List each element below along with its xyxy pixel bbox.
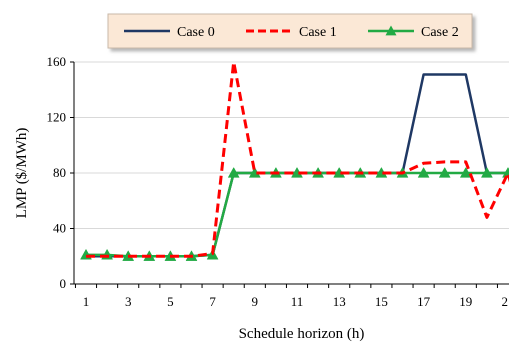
gridlines — [74, 61, 509, 229]
legend-item: Case 2 — [368, 25, 459, 40]
data-point — [480, 166, 493, 178]
x-tick-label: 11 — [291, 294, 304, 309]
x-tick-label: 7 — [209, 294, 216, 309]
x-tick-label: 19 — [459, 294, 472, 309]
legend-label: Case 1 — [299, 25, 337, 40]
series-line — [86, 73, 509, 258]
series-line — [86, 171, 509, 258]
x-tick-label: 15 — [375, 294, 388, 309]
series-case-1 — [86, 60, 509, 258]
legend-item: Case 1 — [246, 25, 337, 40]
x-tick-label: 3 — [125, 294, 132, 309]
data-point — [417, 166, 430, 178]
y-tick-label: 120 — [47, 110, 67, 125]
tick-labels: 040801201601357911131517192123 — [47, 54, 509, 309]
x-tick-label: 9 — [252, 294, 259, 309]
axes — [70, 61, 509, 288]
legend-marker — [385, 25, 397, 36]
x-tick-label: 5 — [167, 294, 174, 309]
data-point — [227, 166, 240, 178]
data-point — [459, 166, 472, 178]
legend-label: Case 0 — [177, 25, 215, 40]
x-tick-label: 17 — [417, 294, 431, 309]
legend-items: Case 0 Case 1 Case 2 — [124, 25, 459, 40]
y-tick-label: 80 — [53, 165, 66, 180]
data-point — [438, 166, 451, 178]
series-case-0 — [86, 73, 509, 258]
legend-item: Case 0 — [124, 25, 215, 40]
series-case-2 — [80, 166, 509, 261]
series-group — [80, 60, 509, 261]
x-tick-label: 21 — [502, 294, 509, 309]
legend-label: Case 2 — [421, 25, 459, 40]
x-tick-label: 1 — [83, 294, 90, 309]
y-axis-title: LMP ($/MWh) — [14, 128, 30, 219]
series-line — [86, 60, 509, 258]
y-tick-label: 0 — [60, 276, 67, 291]
y-tick-label: 160 — [47, 54, 67, 69]
y-tick-label: 40 — [53, 221, 66, 236]
x-tick-label: 13 — [333, 294, 346, 309]
legend: Case 0 Case 1 Case 2 — [107, 13, 473, 49]
x-axis-title: Schedule horizon (h) — [239, 326, 365, 342]
